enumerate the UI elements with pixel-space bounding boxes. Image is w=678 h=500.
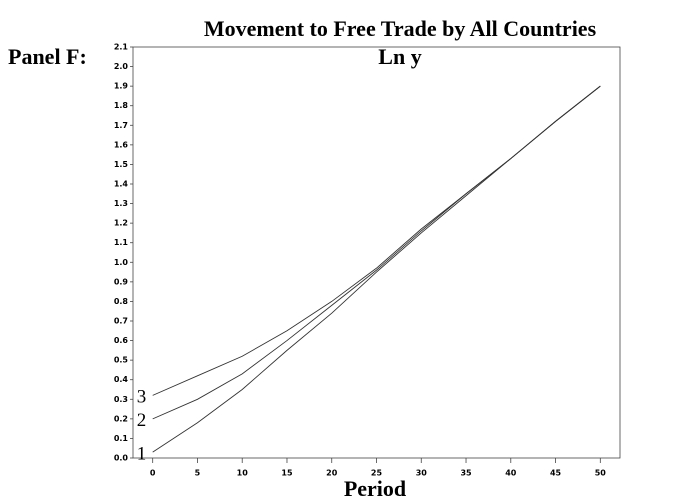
- y-tick-label: 1.0: [114, 258, 129, 267]
- y-tick-label: 1.5: [114, 160, 129, 169]
- y-tick-label: 0.6: [114, 336, 129, 345]
- y-tick-label: 0.3: [114, 395, 128, 404]
- series-label: 2: [137, 410, 147, 431]
- y-tick-label: 0.9: [114, 277, 129, 286]
- x-tick-label: 40: [505, 469, 517, 478]
- plot-frame: [132, 46, 621, 459]
- x-tick-label: 30: [416, 469, 428, 478]
- y-tick-label: 0.1: [114, 434, 129, 443]
- series-label: 3: [137, 387, 147, 408]
- x-tick-label: 50: [595, 469, 607, 478]
- y-tick-label: 1.8: [114, 101, 129, 110]
- x-tick-label: 0: [150, 469, 156, 478]
- y-tick-label: 0.7: [114, 317, 128, 326]
- y-tick-label: 1.2: [114, 219, 128, 228]
- series-line: [152, 85, 601, 420]
- x-tick-label: 5: [195, 469, 201, 478]
- chart-subtitle: Ln y: [378, 44, 421, 69]
- y-tick-label: 0.8: [114, 297, 129, 306]
- y-tick-label: 0.0: [114, 454, 129, 463]
- x-tick-label: 10: [237, 469, 249, 478]
- y-tick-label: 1.4: [114, 180, 129, 189]
- y-tick-label: 0.5: [114, 356, 129, 365]
- y-tick-label: 0.4: [114, 375, 129, 384]
- series-label: 1: [137, 443, 147, 464]
- x-tick-label: 20: [326, 469, 338, 478]
- series-line: [152, 85, 601, 396]
- x-tick-label: 25: [371, 469, 383, 478]
- panel-label: Panel F:: [8, 44, 87, 69]
- x-tick-label: 35: [460, 469, 472, 478]
- y-tick-label: 1.6: [114, 140, 129, 149]
- y-tick-label: 1.1: [114, 238, 129, 247]
- chart-title: Movement to Free Trade by All Countries: [204, 16, 597, 41]
- y-tick-label: 1.7: [114, 121, 128, 130]
- x-axis-label: Period: [344, 476, 406, 500]
- x-tick-label: 45: [550, 469, 562, 478]
- y-tick-label: 2.1: [114, 43, 129, 52]
- x-tick-label: 15: [281, 469, 293, 478]
- y-tick-label: 0.2: [114, 414, 128, 423]
- y-tick-label: 1.9: [114, 82, 129, 91]
- y-tick-label: 1.3: [114, 199, 128, 208]
- series-line: [152, 85, 601, 453]
- y-tick-label: 2.0: [114, 62, 129, 71]
